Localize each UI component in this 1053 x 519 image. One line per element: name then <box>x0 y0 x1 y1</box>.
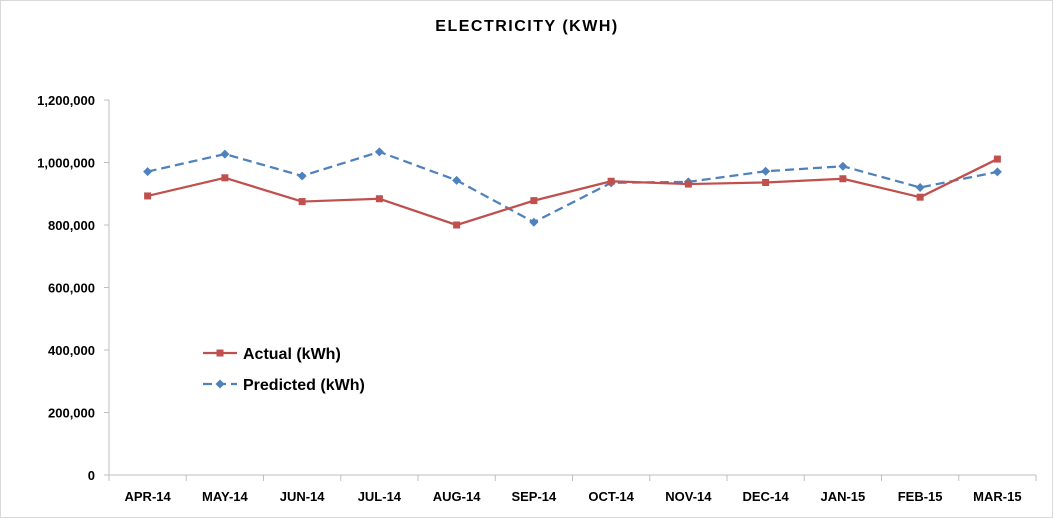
legend-label: Predicted (kWh) <box>243 377 365 394</box>
x-tick-label: OCT-14 <box>588 489 634 504</box>
x-tick-label: JUN-14 <box>280 489 326 504</box>
x-tick-label: APR-14 <box>125 489 172 504</box>
legend: Actual (kWh) Predicted (kWh) <box>203 346 365 394</box>
x-tick-label: FEB-15 <box>898 489 943 504</box>
data-point <box>374 147 384 157</box>
legend-label: Actual (kWh) <box>243 346 341 363</box>
data-point <box>838 161 848 171</box>
y-tick-label: 0 <box>88 468 95 483</box>
legend-marker <box>215 379 225 389</box>
series-layer <box>143 147 1002 229</box>
series-actual <box>144 155 1001 229</box>
series-line <box>147 150 998 224</box>
data-point <box>684 180 692 188</box>
x-tick-label: JAN-15 <box>820 489 865 504</box>
data-point <box>993 155 1001 163</box>
data-point <box>298 198 306 206</box>
x-tick-label: MAY-14 <box>202 489 249 504</box>
legend-item: Actual (kWh) <box>203 346 341 363</box>
x-tick-label: MAR-15 <box>973 489 1021 504</box>
x-tick-label: NOV-14 <box>665 489 712 504</box>
data-point <box>297 171 307 181</box>
data-point <box>839 175 847 183</box>
data-point <box>992 167 1002 177</box>
x-tick-label: SEP-14 <box>511 489 557 504</box>
x-tick-label: AUG-14 <box>433 489 481 504</box>
x-tick-label: JUL-14 <box>358 489 402 504</box>
data-point <box>452 175 462 185</box>
data-point <box>529 217 539 227</box>
data-point <box>761 166 771 176</box>
data-point <box>220 149 230 159</box>
data-point <box>530 197 538 205</box>
y-tick-label: 200,000 <box>48 406 95 421</box>
data-point <box>144 192 152 200</box>
data-point <box>453 221 461 229</box>
legend-item: Predicted (kWh) <box>203 377 365 394</box>
data-point <box>915 183 925 192</box>
chart-title: ELECTRICITY (KWH) <box>435 18 618 35</box>
data-point <box>375 195 383 203</box>
data-point <box>143 167 153 177</box>
axes: 0 200,000 400,000 600,000 800,000 1,000,000 1,… <box>37 93 1037 504</box>
legend-marker <box>216 349 224 357</box>
y-tick-label: 800,000 <box>48 218 95 233</box>
data-point <box>607 177 615 185</box>
y-tick-label: 600,000 <box>48 281 95 296</box>
data-point <box>221 174 229 182</box>
y-tick-label: 1,000,000 <box>37 156 95 171</box>
data-point <box>762 179 770 186</box>
x-tick-label: DEC-14 <box>743 489 790 504</box>
y-tick-label: 1,200,000 <box>37 93 95 108</box>
data-point <box>916 193 924 201</box>
series-predicted <box>143 147 1002 227</box>
series-line <box>147 158 998 227</box>
y-tick-label: 400,000 <box>48 343 95 358</box>
